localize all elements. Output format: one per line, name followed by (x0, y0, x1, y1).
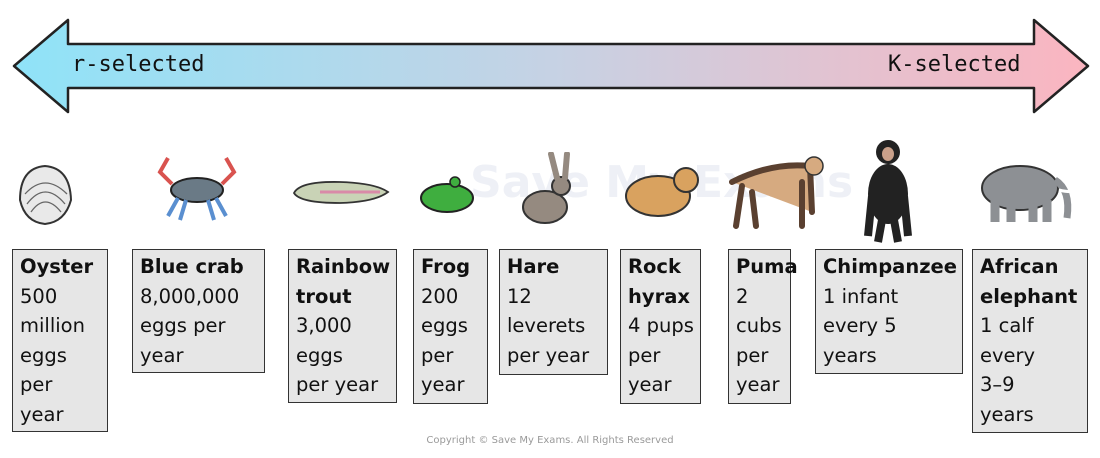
offspring-rate: per (421, 343, 454, 367)
copyright-text: Copyright © Save My Exams. All Rights Re… (426, 435, 674, 446)
rock-hyrax-icon (625, 167, 699, 217)
offspring-rate: 12 (507, 284, 532, 308)
organism-card: Chimpanzee 1 infant every 5 years (815, 249, 963, 374)
organism-card: Rock hyrax 4 pups per year (620, 249, 701, 404)
offspring-rate: per year (507, 343, 590, 367)
offspring-rate: eggs (20, 343, 67, 367)
organism-card: Oyster 500 million eggs per year (12, 249, 108, 432)
organism-card: Blue crab 8,000,000 eggs per year (132, 249, 265, 373)
offspring-rate: year (421, 373, 465, 396)
offspring-rate: every (980, 343, 1036, 367)
offspring-rate: million (20, 314, 85, 337)
african-elephant-icon (981, 165, 1081, 222)
organism-name: trout (296, 284, 352, 308)
k-selected-label: K-selected (888, 52, 1021, 77)
organism-card: Rainbow trout 3,000 eggs per year (288, 249, 397, 403)
offspring-rate: 500 (20, 284, 58, 308)
offspring-rate: year (140, 343, 184, 367)
organism-name: Puma (736, 255, 798, 278)
organism-name: Rock (628, 255, 681, 278)
organism-name: Oyster (20, 255, 94, 278)
offspring-rate: every 5 (823, 314, 897, 337)
offspring-rate: per (628, 343, 661, 367)
organism-name: Blue crab (140, 255, 244, 278)
r-selected-label: r-selected (72, 52, 205, 77)
frog-icon (420, 176, 474, 213)
offspring-rate: year (736, 373, 780, 396)
offspring-rate: years (823, 343, 877, 367)
offspring-rate: per year (296, 373, 379, 396)
chimpanzee-icon (864, 140, 912, 243)
offspring-rate: eggs (296, 343, 343, 367)
organism-name: Hare (507, 255, 560, 278)
offspring-rate: cubs (736, 314, 782, 337)
organism-card: Puma 2 cubs per year (728, 249, 798, 404)
organism-card: African elephant 1 calf every 3–9 years (972, 249, 1088, 433)
organism-name: Frog (421, 255, 471, 278)
oyster-icon (18, 164, 73, 226)
offspring-rate: per (736, 343, 769, 367)
offspring-rate: year (628, 373, 672, 396)
offspring-rate: 4 pups (628, 314, 694, 337)
blue-crab-icon (157, 157, 237, 221)
organism-name: Chimpanzee (823, 255, 957, 278)
offspring-rate: 3,000 (296, 314, 352, 337)
offspring-rate: eggs per (140, 314, 226, 337)
puma-icon (729, 156, 824, 229)
offspring-rate: 1 calf (980, 314, 1034, 337)
offspring-rate: years (980, 402, 1034, 426)
organism-card: Frog 200 eggs per year (413, 249, 488, 404)
offspring-rate: leverets (507, 314, 586, 337)
offspring-rate: 8,000,000 (140, 284, 240, 308)
offspring-rate: 3–9 (980, 373, 1015, 396)
organism-name: African (980, 255, 1059, 278)
organism-name: Rainbow (296, 255, 391, 278)
offspring-rate: 200 (421, 284, 459, 308)
offspring-rate: per (20, 373, 53, 396)
organism-name: hyrax (628, 284, 690, 308)
offspring-rate: 2 (736, 284, 749, 308)
rainbow-trout-icon (292, 181, 390, 204)
hare-icon (522, 152, 571, 224)
r-k-scale-arrow (12, 18, 1090, 114)
offspring-rate: eggs (421, 314, 468, 337)
offspring-rate: 1 infant (823, 284, 899, 308)
organism-card: Hare 12 leverets per year (499, 249, 608, 375)
organism-name: elephant (980, 284, 1078, 308)
offspring-rate: year (20, 402, 64, 426)
